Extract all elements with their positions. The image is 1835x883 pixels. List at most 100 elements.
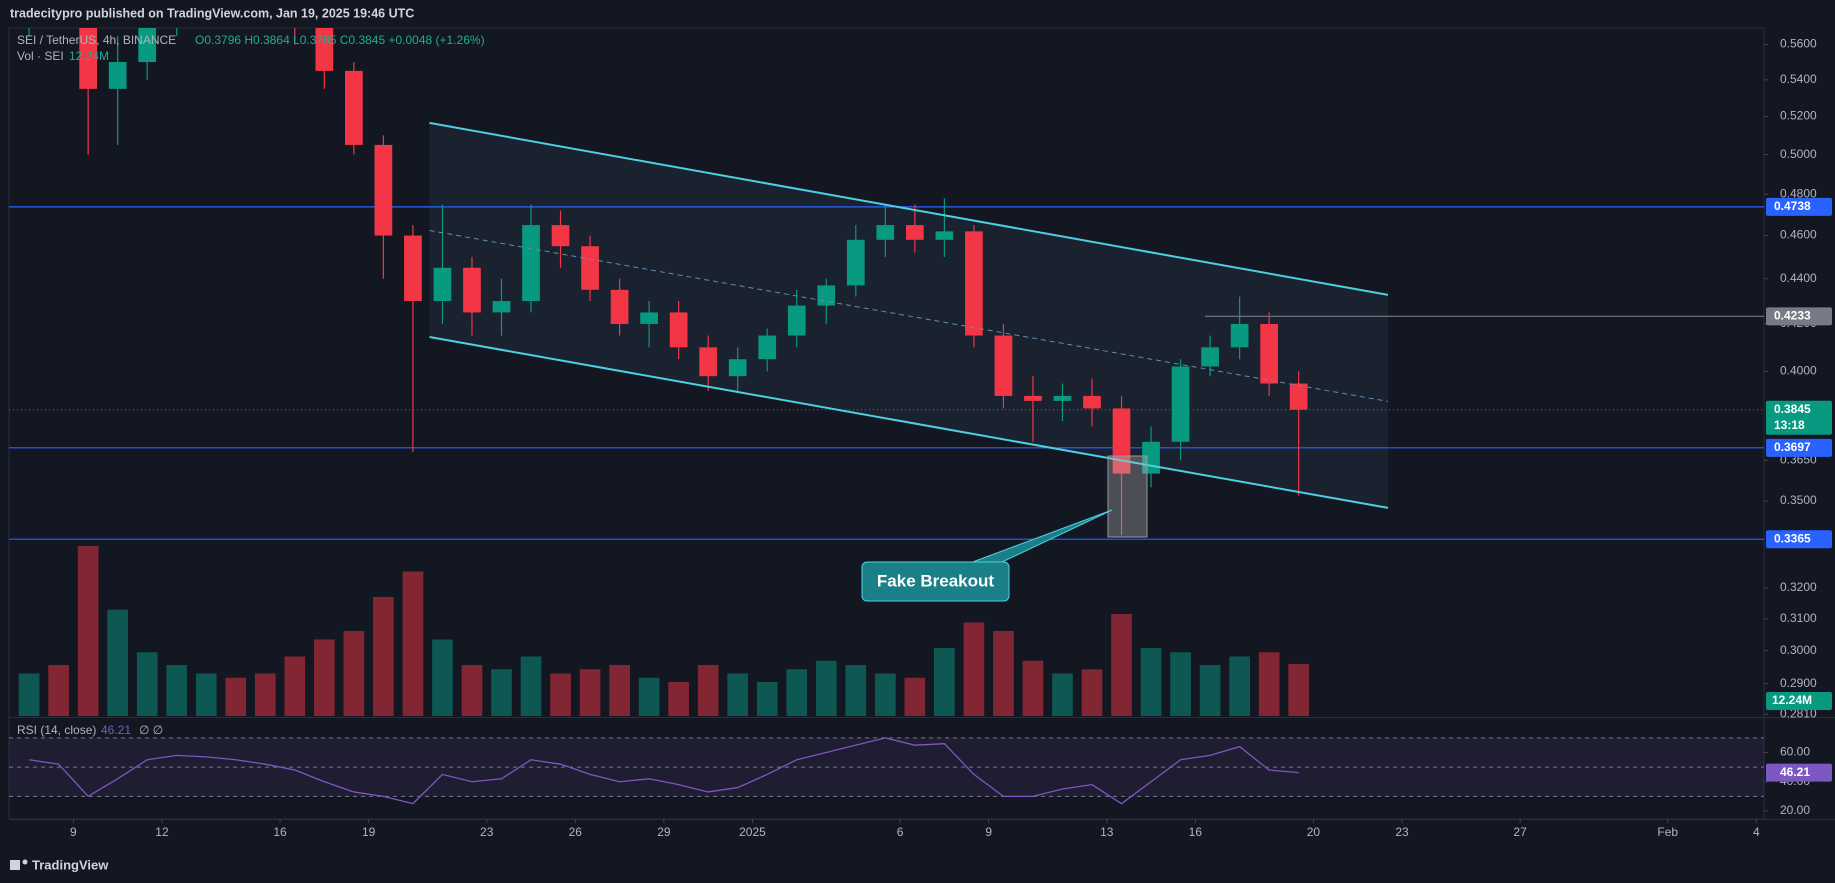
callout bbox=[861, 561, 1010, 602]
y-tick-label: 0.3200 bbox=[1780, 580, 1817, 594]
volume-bar bbox=[934, 648, 955, 716]
volume-title: Vol · SEI bbox=[17, 49, 64, 63]
x-tick-label: 26 bbox=[569, 825, 583, 839]
volume-label-bg bbox=[1766, 692, 1832, 710]
candle-body bbox=[374, 144, 393, 236]
y-tick-label: 0.5000 bbox=[1780, 147, 1817, 161]
rsi-band bbox=[9, 737, 1764, 797]
y-tick-label: 0.4400 bbox=[1780, 271, 1817, 285]
x-tick-label: 20 bbox=[1307, 825, 1321, 839]
candle-body bbox=[1024, 395, 1042, 401]
rsi-tick-label: 20.00 bbox=[1780, 803, 1810, 817]
candle-body bbox=[433, 267, 452, 302]
volume-bar bbox=[815, 660, 837, 716]
level-label-bg bbox=[1766, 438, 1832, 457]
legend: SEI / TetherUS, 4h, BINANCE O0.3796 H0.3… bbox=[17, 33, 485, 737]
candle-body bbox=[1289, 383, 1308, 410]
level-label-bg bbox=[1766, 530, 1832, 549]
candle-body bbox=[699, 347, 718, 377]
x-tick-label: 9 bbox=[985, 825, 992, 839]
symbol: SEI / TetherUS, 4h, BINANCE bbox=[17, 33, 176, 47]
volume-bar bbox=[1111, 614, 1132, 716]
y-tick-label: 0.4800 bbox=[1780, 186, 1817, 200]
candle-body bbox=[935, 231, 954, 240]
volume-value: 12.24M bbox=[69, 49, 109, 63]
volume-bar bbox=[77, 546, 99, 716]
level-label: 0.4233 bbox=[1774, 308, 1811, 322]
volume-bar bbox=[1288, 663, 1310, 716]
candle-body bbox=[463, 267, 481, 313]
footer: TradingView bbox=[10, 857, 109, 872]
x-tick-label: 12 bbox=[155, 825, 169, 839]
volume-bar bbox=[343, 631, 365, 716]
volume-bar bbox=[1140, 648, 1162, 716]
volume-bar bbox=[609, 665, 630, 716]
rsi-value: 46.21 bbox=[101, 723, 131, 737]
channel-lower bbox=[429, 336, 1389, 509]
volume-bar bbox=[461, 665, 483, 716]
volume-bar bbox=[1170, 652, 1191, 716]
rsi-pane bbox=[9, 737, 1764, 805]
volume-bar bbox=[1229, 656, 1250, 716]
volume-bar bbox=[284, 656, 306, 716]
volume-bar bbox=[638, 677, 660, 716]
volume-bar bbox=[373, 597, 394, 716]
volume-bar bbox=[1258, 652, 1280, 716]
x-tick-label: 4 bbox=[1753, 825, 1760, 839]
last-price-bg bbox=[1766, 400, 1832, 435]
channel-mid bbox=[429, 230, 1389, 402]
rsi-extra: ∅ ∅ bbox=[139, 723, 163, 737]
candle-body bbox=[640, 312, 658, 324]
volume-bar bbox=[668, 682, 689, 716]
volume-bar bbox=[904, 677, 926, 716]
level-label: 0.3365 bbox=[1774, 531, 1811, 545]
channel-upper bbox=[429, 121, 1389, 296]
candle-body bbox=[315, 28, 334, 71]
candle-body bbox=[610, 289, 629, 324]
x-tick-label: 6 bbox=[897, 825, 904, 839]
candle-body bbox=[846, 239, 865, 286]
x-tick-label: 16 bbox=[273, 825, 287, 839]
y-tick-label: 0.3000 bbox=[1780, 643, 1817, 657]
last-price-label: 0.3845 bbox=[1774, 402, 1811, 416]
candle-body bbox=[758, 335, 777, 360]
candle-body bbox=[1083, 395, 1101, 409]
x-tick-label: 29 bbox=[657, 825, 671, 839]
x-tick-label: Feb bbox=[1657, 825, 1678, 839]
candle-body bbox=[138, 28, 157, 63]
candle-body bbox=[1112, 408, 1131, 474]
candle-body bbox=[404, 235, 422, 302]
volume-bar bbox=[314, 639, 335, 716]
candle-body bbox=[581, 246, 599, 290]
candle-body bbox=[965, 231, 983, 336]
level-label: 0.4738 bbox=[1774, 199, 1811, 213]
x-tick-label: 2025 bbox=[739, 825, 766, 839]
callout-text: Fake Breakout bbox=[877, 571, 994, 590]
x-tick-label: 23 bbox=[480, 825, 494, 839]
volume-bar bbox=[756, 682, 778, 716]
volume-bar bbox=[786, 669, 808, 716]
candle-body bbox=[1201, 347, 1219, 367]
rsi-label: 46.21 bbox=[1780, 765, 1810, 779]
volume-bar bbox=[195, 673, 217, 716]
x-tick-label: 16 bbox=[1189, 825, 1203, 839]
level-label-bg bbox=[1766, 307, 1832, 326]
y-tick-label: 0.4000 bbox=[1780, 363, 1817, 377]
candle-body bbox=[79, 28, 98, 89]
rsi-line bbox=[28, 737, 1299, 805]
candle-body bbox=[551, 225, 570, 247]
volume-bar bbox=[845, 665, 867, 716]
channel-fill bbox=[429, 122, 1388, 508]
ohlc: O0.3796 H0.3864 L0.3785 C0.3845 +0.0048 … bbox=[195, 33, 485, 47]
candle-body bbox=[345, 70, 363, 145]
candle-body bbox=[669, 312, 688, 348]
volume-bar bbox=[107, 609, 129, 716]
volume-bar bbox=[579, 669, 601, 716]
x-tick-label: 9 bbox=[70, 825, 77, 839]
volume-bar bbox=[491, 669, 512, 716]
volume-bar bbox=[254, 673, 276, 716]
volume-bar bbox=[697, 665, 719, 716]
